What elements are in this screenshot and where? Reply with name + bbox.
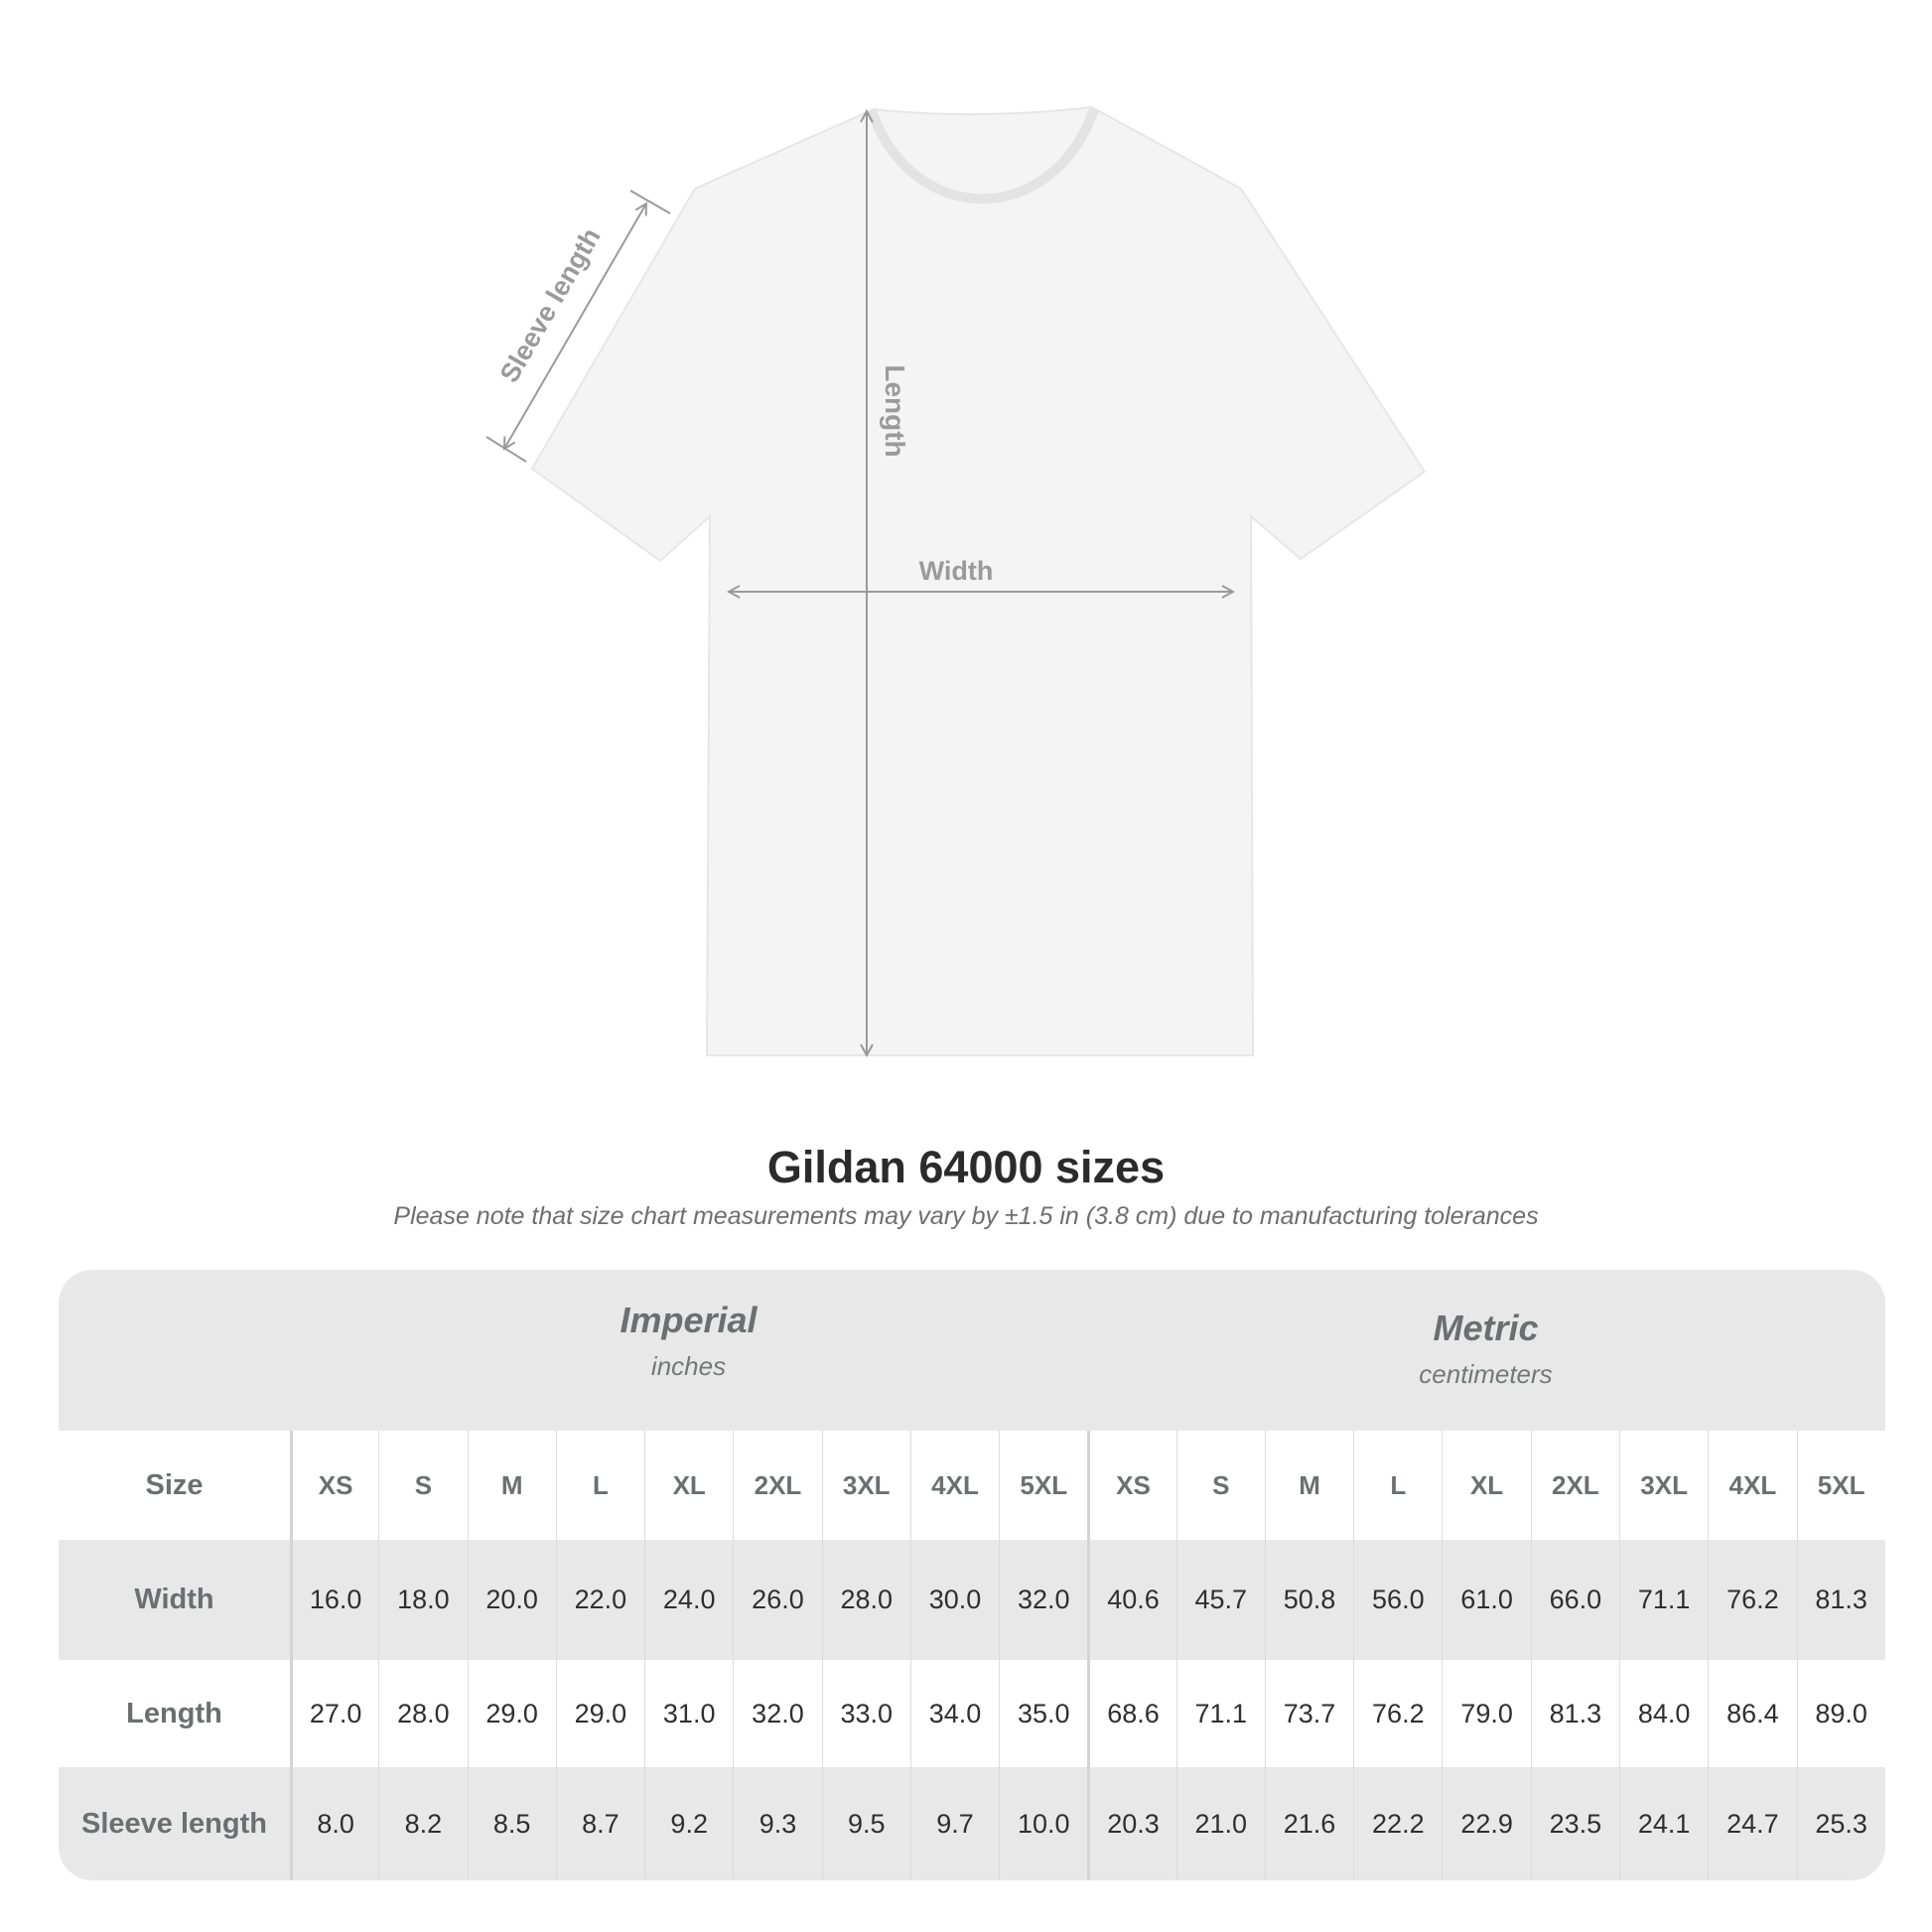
metric-value-cell: 84.0 <box>1618 1660 1708 1767</box>
imperial-value-cell: 8.0 <box>290 1767 378 1880</box>
row-label: Sleeve length <box>81 1807 267 1840</box>
metric-header: Metric centimeters <box>1087 1308 1884 1390</box>
size-row: Size XS S M L XL 2XL 3XL 4XL 5XL XS S M L XL 2XL 3XL 4XL 5… <box>59 1431 1885 1540</box>
metric-value-cell: 50.8 <box>1264 1540 1353 1660</box>
imperial-value-cell: 33.0 <box>821 1660 910 1767</box>
imperial-value-cell: 9.7 <box>909 1767 999 1880</box>
metric-size-header: 3XL <box>1618 1431 1708 1540</box>
metric-value-cell: 71.1 <box>1618 1540 1708 1660</box>
imperial-size-header: 5XL <box>999 1431 1087 1540</box>
row-label: Length <box>126 1697 222 1729</box>
imperial-value-cell: 28.0 <box>821 1540 910 1660</box>
imperial-value-cell: 16.0 <box>290 1540 378 1660</box>
metric-value-cell: 89.0 <box>1796 1660 1885 1767</box>
imperial-size-header: XS <box>290 1431 378 1540</box>
metric-value-cell: 71.1 <box>1175 1660 1265 1767</box>
metric-value-cell: 21.6 <box>1264 1767 1353 1880</box>
metric-value-cell: 24.7 <box>1708 1767 1796 1880</box>
imperial-value-cell: 9.5 <box>821 1767 910 1880</box>
imperial-value-cell: 8.5 <box>467 1767 556 1880</box>
metric-value-cell: 23.5 <box>1530 1767 1619 1880</box>
metric-value-cell: 56.0 <box>1353 1540 1442 1660</box>
metric-size-header: 2XL <box>1530 1431 1619 1540</box>
metric-value-cell: 81.3 <box>1796 1540 1885 1660</box>
imperial-value-cell: 18.0 <box>378 1540 467 1660</box>
imperial-value-cell: 31.0 <box>644 1660 733 1767</box>
imperial-size-header: S <box>378 1431 467 1540</box>
metric-value-cell: 79.0 <box>1442 1660 1530 1767</box>
table-row: Sleeve length 8.0 8.2 8.5 8.7 9.2 9.3 9.5 9.7 10.… <box>59 1767 1885 1880</box>
imperial-value-cell: 10.0 <box>999 1767 1087 1880</box>
imperial-value-cell: 29.0 <box>555 1660 644 1767</box>
metric-value-cell: 81.3 <box>1530 1660 1619 1767</box>
imperial-value-cell: 22.0 <box>555 1540 644 1660</box>
imperial-value-cell: 9.3 <box>733 1767 821 1880</box>
tshirt-diagram: Length Width Sleeve length <box>485 105 1427 1092</box>
tolerance-note: Please note that size chart measurements… <box>393 1202 1539 1230</box>
size-table: Imperial inches Metric centimeters Size X… <box>59 1270 1885 1880</box>
imperial-value-cell: 34.0 <box>909 1660 999 1767</box>
tshirt-shape <box>530 105 1427 1056</box>
metric-value-cell: 66.0 <box>1530 1540 1619 1660</box>
imperial-value-cell: 26.0 <box>733 1540 821 1660</box>
imperial-value-cell: 20.0 <box>467 1540 556 1660</box>
imperial-header: Imperial inches <box>290 1300 1087 1382</box>
metric-value-cell: 86.4 <box>1708 1660 1796 1767</box>
imperial-title: Imperial <box>620 1300 758 1340</box>
metric-value-cell: 21.0 <box>1175 1767 1265 1880</box>
imperial-value-cell: 24.0 <box>644 1540 733 1660</box>
imperial-size-header: 4XL <box>909 1431 999 1540</box>
collar <box>867 107 1099 205</box>
metric-size-header: L <box>1353 1431 1442 1540</box>
imperial-unit: inches <box>650 1351 727 1381</box>
metric-value-cell: 45.7 <box>1175 1540 1265 1660</box>
imperial-size-header: 2XL <box>733 1431 821 1540</box>
metric-value-cell: 76.2 <box>1353 1660 1442 1767</box>
imperial-value-cell: 28.0 <box>378 1660 467 1767</box>
metric-size-header: XL <box>1442 1431 1530 1540</box>
imperial-value-cell: 9.2 <box>644 1767 733 1880</box>
sleeve-arrow <box>504 204 646 449</box>
metric-size-header: XS <box>1087 1431 1175 1540</box>
metric-value-cell: 24.1 <box>1618 1767 1708 1880</box>
imperial-size-header: XL <box>644 1431 733 1540</box>
row-label: Width <box>134 1584 214 1615</box>
imperial-value-cell: 32.0 <box>733 1660 821 1767</box>
metric-size-header: 5XL <box>1796 1431 1885 1540</box>
imperial-value-cell: 30.0 <box>909 1540 999 1660</box>
page-title: Gildan 64000 sizes <box>766 1142 1166 1192</box>
table-row: Length 27.0 28.0 29.0 29.0 31.0 32.0 33.0 34.0 35… <box>59 1660 1885 1767</box>
metric-value-cell: 25.3 <box>1796 1767 1885 1880</box>
metric-value-cell: 73.7 <box>1264 1660 1353 1767</box>
imperial-value-cell: 8.7 <box>555 1767 644 1880</box>
length-label: Length <box>880 364 910 457</box>
metric-title: Metric <box>1433 1308 1539 1348</box>
metric-value-cell: 68.6 <box>1087 1660 1175 1767</box>
metric-size-header: 4XL <box>1708 1431 1796 1540</box>
metric-unit: centimeters <box>1419 1359 1553 1389</box>
metric-value-cell: 61.0 <box>1442 1540 1530 1660</box>
metric-value-cell: 20.3 <box>1087 1767 1175 1880</box>
imperial-value-cell: 35.0 <box>999 1660 1087 1767</box>
metric-size-header: S <box>1175 1431 1265 1540</box>
metric-value-cell: 22.9 <box>1442 1767 1530 1880</box>
unit-header: Imperial inches Metric centimeters <box>59 1270 1885 1431</box>
metric-value-cell: 76.2 <box>1708 1540 1796 1660</box>
table-row: Width 16.0 18.0 20.0 22.0 24.0 26.0 28.0 30.0 32.… <box>59 1540 1885 1660</box>
metric-size-header: M <box>1264 1431 1353 1540</box>
metric-value-cell: 22.2 <box>1353 1767 1442 1880</box>
row-label: Size <box>145 1468 204 1501</box>
imperial-size-header: M <box>467 1431 556 1540</box>
imperial-value-cell: 8.2 <box>378 1767 467 1880</box>
width-label: Width <box>919 556 994 586</box>
imperial-value-cell: 27.0 <box>290 1660 378 1767</box>
imperial-value-cell: 32.0 <box>999 1540 1087 1660</box>
imperial-size-header: 3XL <box>821 1431 910 1540</box>
imperial-size-header: L <box>555 1431 644 1540</box>
sleeve-length-label: Sleeve length <box>494 223 607 388</box>
metric-value-cell: 40.6 <box>1087 1540 1175 1660</box>
imperial-value-cell: 29.0 <box>467 1660 556 1767</box>
